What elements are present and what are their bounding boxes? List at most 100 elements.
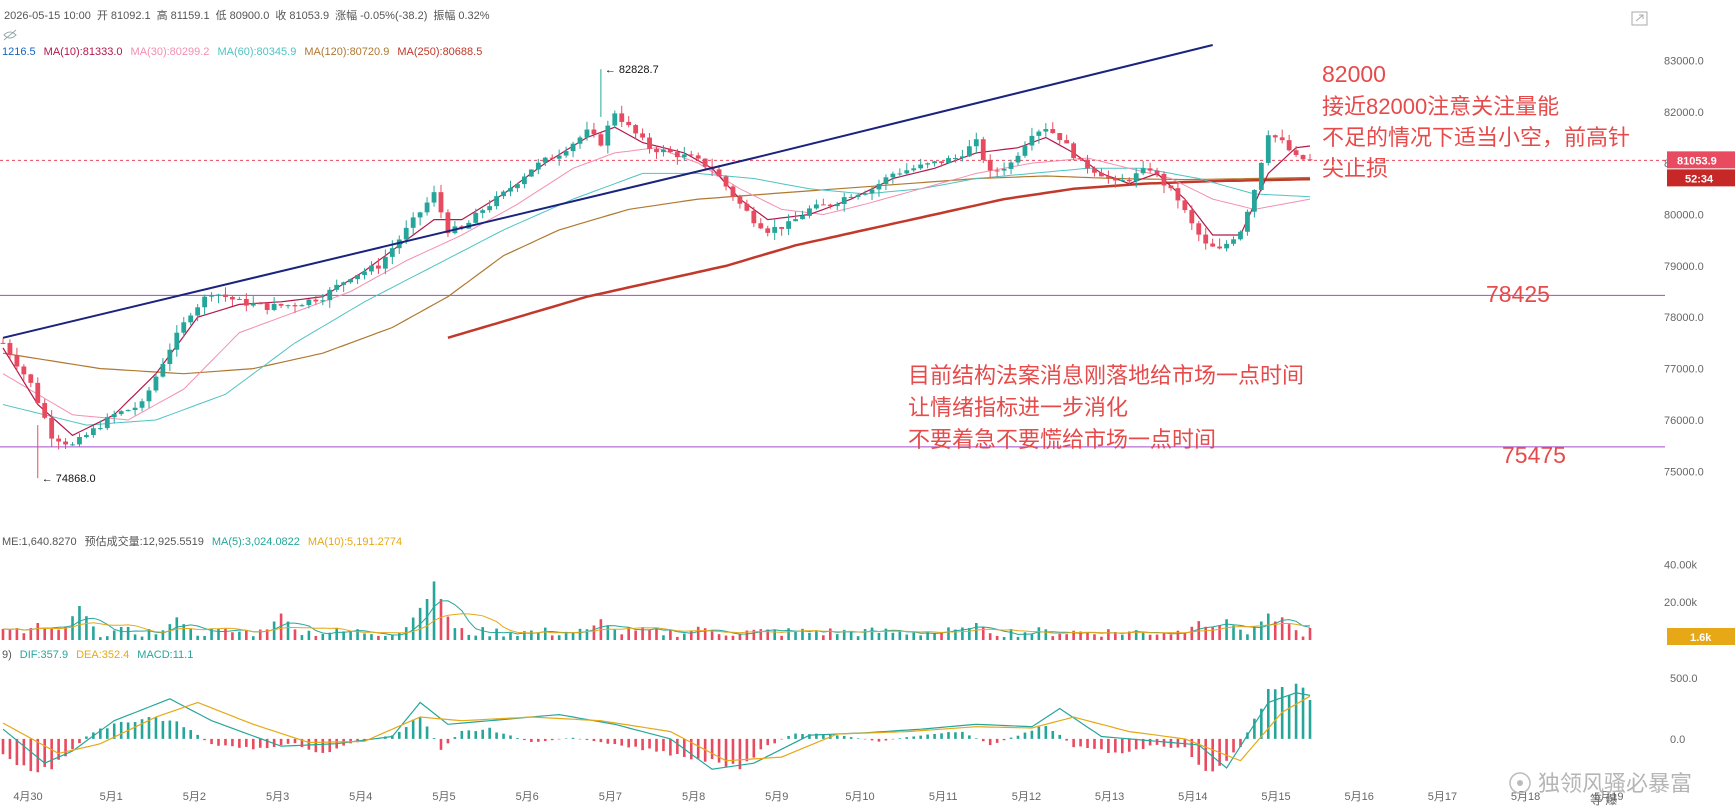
macd-bar	[154, 716, 158, 739]
svg-text:让情绪指标进一步消化: 让情绪指标进一步消化	[908, 395, 1128, 420]
volume-bar	[974, 623, 978, 640]
volume-bar	[669, 629, 672, 640]
macd-bar	[1204, 738, 1208, 771]
candle	[807, 205, 812, 219]
header-datetime: 2026-05-15 10:00	[4, 10, 91, 22]
macd-bar	[147, 717, 151, 739]
macd-bar	[530, 738, 533, 742]
expand-icon[interactable]	[1631, 11, 1648, 26]
candle	[118, 410, 124, 416]
volume-bar	[1148, 634, 1152, 640]
candle	[556, 149, 562, 166]
candle-body	[431, 192, 437, 203]
candle	[668, 146, 673, 153]
candle	[1175, 181, 1181, 209]
volume-bar	[995, 635, 999, 640]
macd-bar	[300, 738, 304, 748]
volume-bar	[1155, 634, 1159, 640]
candle-body	[1231, 239, 1236, 244]
volume-bar	[446, 616, 450, 640]
macd-bar	[808, 734, 811, 739]
svg-text:目前结构法案消息刚落地给市场一点时间: 目前结构法案消息刚落地给市场一点时间	[908, 363, 1304, 388]
macd-bar	[314, 738, 318, 753]
candle-body	[987, 159, 993, 171]
candle	[1057, 132, 1063, 147]
volume-bar	[335, 627, 339, 640]
macd-bar	[585, 738, 589, 740]
candle-body	[49, 417, 55, 439]
candle	[1217, 238, 1223, 250]
macd-bar	[961, 731, 964, 739]
candle	[542, 156, 548, 167]
ma250-line	[447, 177, 1311, 339]
candle-body	[619, 113, 625, 122]
candle-body	[869, 189, 875, 194]
macd-bar	[877, 738, 881, 742]
macd-bar	[50, 738, 53, 770]
candle-body	[118, 411, 124, 415]
macd-bar	[22, 738, 26, 766]
eye-icon[interactable]	[3, 29, 17, 41]
macd-bar	[1072, 738, 1075, 748]
macd-bar	[1016, 735, 1020, 739]
volume-bar	[43, 628, 47, 640]
volume-bar	[161, 630, 165, 640]
last-price-tag: 81053.9 52:34	[1667, 151, 1735, 187]
volume-bar	[835, 634, 839, 640]
volume-bar	[1273, 621, 1277, 640]
volume-bar	[703, 628, 707, 640]
macd-bar	[766, 738, 770, 746]
candle-body	[1119, 179, 1125, 181]
macd-bar	[1030, 730, 1034, 739]
macd-bar	[446, 738, 450, 744]
candle-body	[654, 148, 659, 153]
candle-body	[132, 407, 138, 411]
horizontal-levels[interactable]	[0, 294, 1665, 448]
volume-bar	[85, 616, 88, 640]
price-axis: 83000.082000.081000.080000.079000.078000…	[1664, 55, 1704, 478]
price-tick-label: 83000.0	[1664, 55, 1704, 67]
candle-body	[695, 155, 701, 159]
candle	[181, 317, 187, 338]
volume-bar	[1301, 636, 1305, 640]
candle-body	[28, 374, 34, 383]
volume-bar	[36, 623, 40, 640]
candle-body	[382, 256, 388, 269]
candle-body	[876, 183, 882, 190]
time-tick-label: 5月5	[432, 791, 455, 803]
candle-body	[549, 157, 555, 159]
candle	[1203, 227, 1209, 250]
candle	[7, 339, 13, 360]
volume-bar	[981, 627, 985, 640]
volume-bar	[1246, 634, 1249, 640]
candle-body	[834, 203, 840, 207]
candle-body	[542, 157, 548, 163]
legend-item: 预估成交量:12,925.5519	[85, 534, 204, 548]
volume-bar	[99, 637, 102, 640]
candle	[49, 410, 55, 447]
candle	[341, 281, 347, 293]
candle	[1286, 134, 1292, 152]
candle	[1161, 171, 1167, 194]
candle	[987, 154, 993, 178]
candle-body	[153, 376, 159, 391]
candle	[1140, 160, 1146, 176]
macd-bar	[1134, 738, 1138, 750]
macd-bar	[620, 738, 624, 746]
volume-bar	[1211, 627, 1214, 640]
volume-bar	[272, 621, 276, 640]
trendline[interactable]	[2, 44, 1213, 339]
candle	[605, 120, 611, 154]
candle-body	[306, 299, 312, 306]
macd-bar	[15, 738, 19, 766]
macd-bar	[1044, 726, 1048, 739]
volume-ma10-line	[2, 613, 1311, 634]
macd-bar	[884, 738, 888, 741]
candle-body	[1154, 170, 1160, 174]
candle	[619, 105, 625, 128]
candle-body	[758, 223, 764, 229]
macd-bar	[550, 738, 554, 741]
time-tick-label: 5月17	[1428, 791, 1457, 803]
macd-bar	[1169, 738, 1173, 748]
